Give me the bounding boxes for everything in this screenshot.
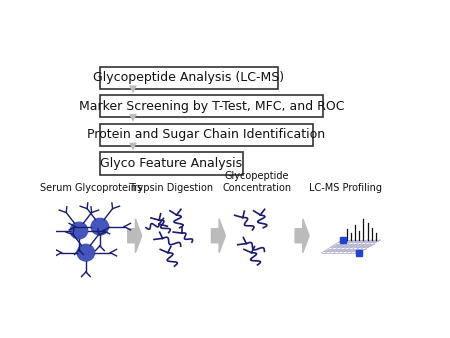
Text: Glyco Feature Analysis: Glyco Feature Analysis [100, 157, 243, 170]
FancyBboxPatch shape [100, 95, 323, 117]
Ellipse shape [70, 222, 88, 239]
FancyBboxPatch shape [100, 124, 313, 146]
FancyArrow shape [295, 219, 309, 253]
Text: Protein and Sugar Chain Identification: Protein and Sugar Chain Identification [87, 128, 325, 141]
Ellipse shape [91, 218, 108, 235]
FancyArrow shape [212, 219, 225, 253]
Text: Glycopeptide
Concentration: Glycopeptide Concentration [222, 171, 291, 193]
Text: LC-MS Profiling: LC-MS Profiling [309, 183, 382, 193]
FancyBboxPatch shape [100, 152, 243, 175]
Text: Serum Glycoproteins: Serum Glycoproteins [40, 183, 142, 193]
Text: Glycopeptide Analysis (LC-MS): Glycopeptide Analysis (LC-MS) [93, 71, 284, 84]
Text: Trypsin Digestion: Trypsin Digestion [129, 183, 213, 193]
Ellipse shape [77, 244, 94, 261]
FancyArrow shape [128, 219, 142, 253]
FancyBboxPatch shape [100, 67, 278, 89]
Text: Marker Screening by T-Test, MFC, and ROC: Marker Screening by T-Test, MFC, and ROC [79, 100, 344, 113]
